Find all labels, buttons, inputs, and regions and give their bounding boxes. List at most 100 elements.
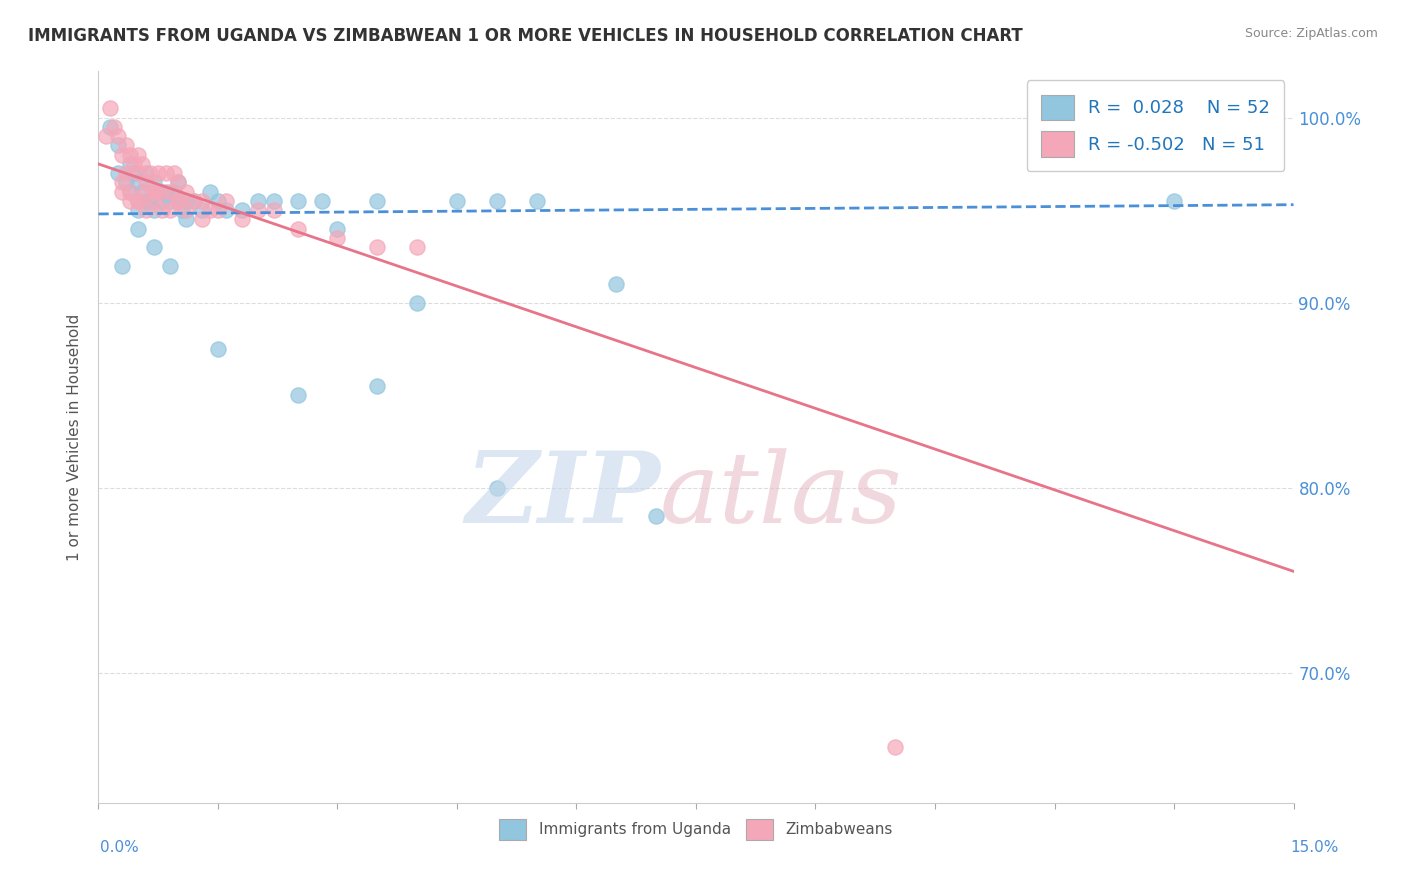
Point bbox=[135, 194, 157, 208]
Point bbox=[326, 231, 349, 245]
Point bbox=[115, 176, 138, 190]
Point bbox=[167, 194, 190, 208]
Point bbox=[111, 176, 134, 190]
Point bbox=[215, 203, 238, 218]
Point bbox=[159, 194, 181, 208]
Point bbox=[148, 166, 170, 180]
Point bbox=[159, 203, 181, 218]
Text: 0.0%: 0.0% bbox=[100, 840, 139, 855]
Point bbox=[135, 185, 157, 199]
Point bbox=[526, 194, 548, 208]
Point bbox=[246, 203, 269, 218]
Point bbox=[155, 166, 177, 180]
Point bbox=[1163, 194, 1185, 208]
Point bbox=[159, 259, 181, 273]
Point bbox=[366, 379, 388, 393]
Point bbox=[174, 203, 197, 218]
Point bbox=[143, 240, 166, 254]
Point bbox=[366, 240, 388, 254]
Point bbox=[135, 176, 157, 190]
Point bbox=[111, 259, 134, 273]
Point bbox=[96, 129, 118, 144]
Point bbox=[107, 166, 129, 180]
Point bbox=[143, 185, 166, 199]
Point bbox=[167, 176, 190, 190]
Point bbox=[198, 203, 221, 218]
Point bbox=[645, 508, 668, 523]
Point bbox=[263, 203, 285, 218]
Point bbox=[127, 221, 149, 235]
Point bbox=[127, 147, 149, 161]
Point bbox=[120, 194, 142, 208]
Point bbox=[263, 194, 285, 208]
Point bbox=[124, 157, 146, 171]
Point bbox=[167, 176, 190, 190]
Point bbox=[135, 203, 157, 218]
Point bbox=[150, 185, 173, 199]
Point bbox=[183, 194, 205, 208]
Point bbox=[159, 185, 181, 199]
Point bbox=[174, 185, 197, 199]
Point bbox=[287, 194, 309, 208]
Point bbox=[111, 185, 134, 199]
Point bbox=[605, 277, 627, 292]
Point bbox=[406, 295, 429, 310]
Point bbox=[287, 221, 309, 235]
Point bbox=[120, 147, 142, 161]
Point bbox=[103, 120, 125, 134]
Point bbox=[174, 212, 197, 227]
Text: Source: ZipAtlas.com: Source: ZipAtlas.com bbox=[1244, 27, 1378, 40]
Point bbox=[143, 203, 166, 218]
Point bbox=[207, 194, 229, 208]
Point bbox=[207, 342, 229, 356]
Point bbox=[163, 185, 186, 199]
Point bbox=[215, 194, 238, 208]
Point bbox=[127, 176, 149, 190]
Point bbox=[139, 194, 162, 208]
Text: ZIP: ZIP bbox=[465, 448, 661, 544]
Point bbox=[207, 203, 229, 218]
Point bbox=[884, 740, 907, 755]
Point bbox=[127, 203, 149, 218]
Point bbox=[150, 194, 173, 208]
Point bbox=[485, 481, 508, 495]
Point bbox=[115, 138, 138, 153]
Point bbox=[98, 120, 122, 134]
Text: atlas: atlas bbox=[661, 448, 903, 543]
Point bbox=[172, 203, 194, 218]
Point bbox=[124, 166, 146, 180]
Point bbox=[406, 240, 429, 254]
Point bbox=[231, 212, 253, 227]
Point bbox=[198, 185, 221, 199]
Y-axis label: 1 or more Vehicles in Household: 1 or more Vehicles in Household bbox=[67, 313, 83, 561]
Point bbox=[167, 194, 190, 208]
Point bbox=[111, 147, 134, 161]
Point bbox=[191, 194, 214, 208]
Point bbox=[366, 194, 388, 208]
Point bbox=[98, 102, 122, 116]
Point bbox=[143, 176, 166, 190]
Point bbox=[107, 138, 129, 153]
Point bbox=[127, 194, 149, 208]
Point bbox=[143, 194, 166, 208]
Text: IMMIGRANTS FROM UGANDA VS ZIMBABWEAN 1 OR MORE VEHICLES IN HOUSEHOLD CORRELATION: IMMIGRANTS FROM UGANDA VS ZIMBABWEAN 1 O… bbox=[28, 27, 1024, 45]
Point bbox=[131, 157, 153, 171]
Point bbox=[246, 194, 269, 208]
Point bbox=[127, 166, 149, 180]
Point bbox=[155, 185, 177, 199]
Point bbox=[167, 194, 190, 208]
Point bbox=[120, 185, 142, 199]
Point bbox=[485, 194, 508, 208]
Point bbox=[143, 185, 166, 199]
Point bbox=[120, 185, 142, 199]
Point bbox=[311, 194, 333, 208]
Point bbox=[131, 185, 153, 199]
Point bbox=[150, 203, 173, 218]
Legend: Immigrants from Uganda, Zimbabweans: Immigrants from Uganda, Zimbabweans bbox=[492, 813, 900, 847]
Point bbox=[135, 166, 157, 180]
Point bbox=[139, 166, 162, 180]
Text: 15.0%: 15.0% bbox=[1291, 840, 1339, 855]
Point bbox=[127, 194, 149, 208]
Point bbox=[120, 157, 142, 171]
Point bbox=[191, 212, 214, 227]
